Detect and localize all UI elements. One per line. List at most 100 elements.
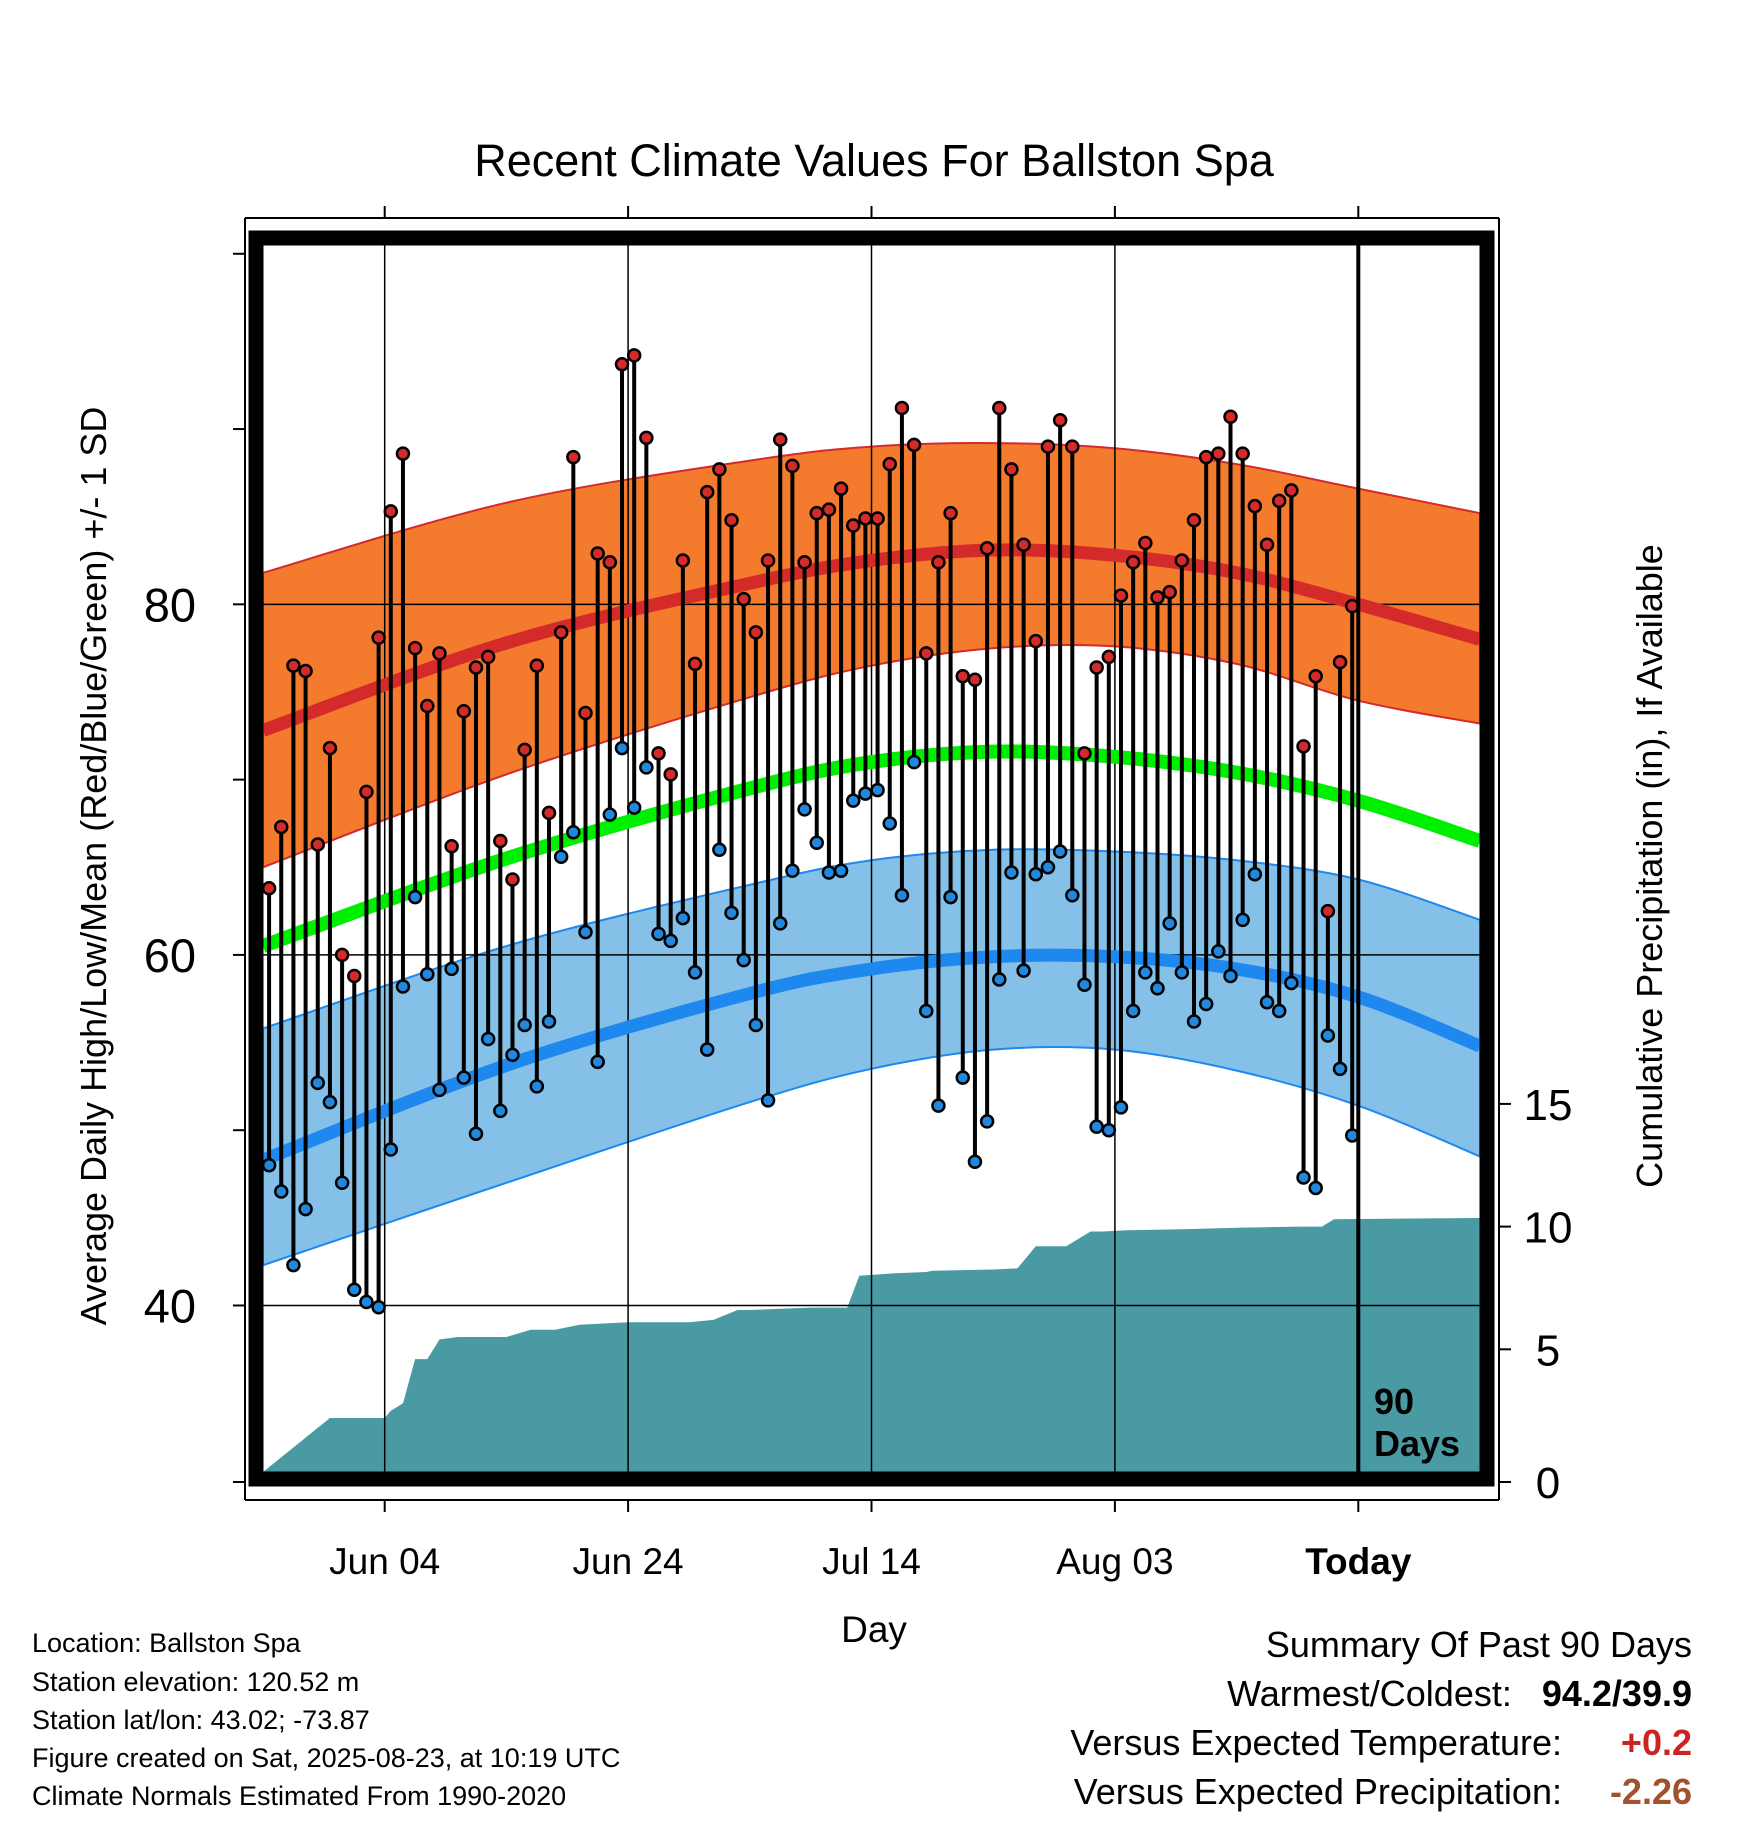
y-axis-label: Average Daily High/Low/Mean (Red/Blue/Gr… bbox=[73, 407, 114, 1326]
low-point bbox=[1028, 867, 1044, 882]
high-point bbox=[1332, 654, 1348, 670]
high-point bbox=[1162, 584, 1177, 600]
x-tick-label: Today bbox=[1305, 1541, 1412, 1582]
low-point bbox=[1016, 963, 1031, 978]
high-point bbox=[919, 646, 934, 661]
low-point bbox=[955, 1070, 971, 1085]
low-point bbox=[663, 933, 678, 949]
low-point bbox=[1186, 1014, 1202, 1029]
high-point bbox=[1211, 446, 1226, 461]
low-point bbox=[602, 807, 618, 822]
high-point bbox=[663, 767, 678, 782]
y-tick-label: 40 bbox=[144, 1279, 196, 1332]
low-point bbox=[858, 786, 873, 801]
y2-tick-label: 5 bbox=[1536, 1326, 1560, 1375]
y2-tick-label: 15 bbox=[1524, 1081, 1573, 1130]
high-point bbox=[785, 458, 800, 474]
low-normal-line bbox=[260, 948, 1483, 1167]
high-point bbox=[955, 668, 971, 684]
high-point bbox=[1247, 498, 1263, 514]
frame-layer: Jun 04 Jun 24 Jul 14 Aug 03 Today 40 60 80 0 5 10 1… bbox=[144, 206, 1573, 1582]
low-point bbox=[797, 802, 812, 817]
low-point bbox=[1052, 844, 1068, 859]
y-tick-label: 60 bbox=[144, 929, 196, 982]
warm-cold-value: 94.2/39.9 bbox=[1541, 1673, 1692, 1714]
x-tick-label: Jul 14 bbox=[822, 1541, 921, 1582]
high-point bbox=[1271, 493, 1287, 509]
low-point bbox=[882, 816, 898, 831]
x-axis-label: Day bbox=[841, 1609, 907, 1650]
high-point bbox=[444, 838, 459, 854]
low-point bbox=[420, 966, 435, 982]
low-point bbox=[1271, 1003, 1287, 1019]
low-point bbox=[456, 1070, 472, 1085]
chart-title: Recent Climate Values For Ballston Spa bbox=[474, 135, 1275, 186]
high-point bbox=[286, 658, 301, 673]
low-point bbox=[334, 1175, 350, 1191]
low-point bbox=[906, 754, 922, 770]
low-point bbox=[992, 972, 1007, 987]
low-point bbox=[505, 1047, 520, 1063]
y2-tick-label: 10 bbox=[1524, 1204, 1573, 1253]
temp-value: +0.2 bbox=[1620, 1722, 1692, 1763]
y2-tick-label: 0 bbox=[1536, 1459, 1560, 1508]
high-point bbox=[1186, 512, 1202, 528]
high-point bbox=[845, 518, 861, 533]
low-point bbox=[359, 1294, 374, 1310]
observations-layer bbox=[261, 348, 1360, 1315]
info-elevation: Station elevation: 120.52 m bbox=[32, 1667, 360, 1697]
summary-warm-cold: Warmest/Coldest: 94.2/39.9 bbox=[1227, 1673, 1692, 1715]
high-point bbox=[748, 625, 764, 640]
high-point bbox=[1138, 535, 1153, 551]
low-point bbox=[626, 800, 642, 815]
high-point bbox=[407, 640, 423, 656]
low-point bbox=[1101, 1122, 1117, 1138]
low-point bbox=[772, 916, 788, 931]
high-point bbox=[493, 833, 508, 849]
low-point bbox=[286, 1257, 301, 1273]
info-latlon: Station lat/lon: 43.02; -73.87 bbox=[32, 1705, 370, 1735]
low-point bbox=[347, 1282, 362, 1297]
high-point bbox=[1113, 588, 1129, 603]
high-point bbox=[310, 837, 326, 852]
info-created: Figure created on Sat, 2025-08-23, at 10… bbox=[32, 1743, 621, 1773]
low-point bbox=[322, 1094, 338, 1110]
low-point bbox=[274, 1184, 289, 1199]
high-point bbox=[274, 819, 289, 835]
today-days-word: Days bbox=[1374, 1423, 1460, 1464]
high-point bbox=[1284, 483, 1299, 498]
high-point bbox=[261, 881, 277, 896]
high-point bbox=[1296, 739, 1311, 754]
low-point bbox=[1247, 867, 1263, 882]
low-point bbox=[480, 1031, 496, 1047]
high-point bbox=[967, 672, 983, 687]
high-point bbox=[833, 481, 849, 496]
low-point bbox=[310, 1075, 326, 1091]
low-point bbox=[1235, 912, 1250, 928]
low-point bbox=[870, 782, 885, 798]
info-location: Location: Ballston Spa bbox=[32, 1628, 301, 1658]
low-point bbox=[931, 1098, 946, 1113]
high-point bbox=[736, 591, 751, 607]
high-point bbox=[821, 502, 837, 517]
high-point bbox=[566, 449, 581, 465]
high-point bbox=[432, 646, 447, 661]
high-point bbox=[1052, 413, 1068, 428]
plot-frame bbox=[248, 230, 1495, 1487]
y-tick-label: 80 bbox=[144, 578, 196, 631]
summary-temp: Versus Expected Temperature: +0.2 bbox=[1070, 1722, 1692, 1764]
high-point bbox=[797, 555, 812, 570]
low-point bbox=[1308, 1180, 1323, 1196]
low-point bbox=[748, 1017, 764, 1033]
high-point bbox=[906, 437, 922, 453]
low-point bbox=[1320, 1028, 1336, 1043]
low-point bbox=[383, 1142, 399, 1157]
temp-label: Versus Expected Temperature: bbox=[1070, 1722, 1562, 1763]
low-point bbox=[687, 965, 703, 980]
low-point bbox=[614, 740, 630, 756]
high-point bbox=[590, 546, 605, 561]
high-point bbox=[626, 348, 642, 363]
low-point bbox=[395, 979, 411, 994]
low-point bbox=[1223, 968, 1238, 984]
low-point bbox=[1211, 944, 1226, 959]
